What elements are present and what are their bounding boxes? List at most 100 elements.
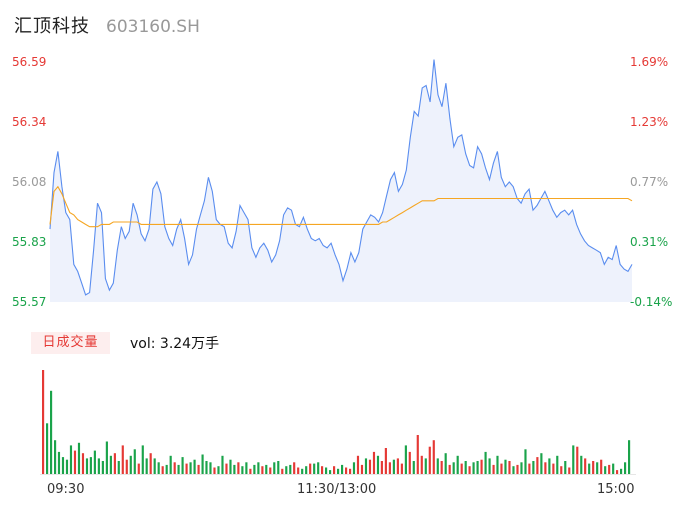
volume-bar [616, 470, 619, 474]
volume-bar [484, 451, 487, 474]
volume-bar [384, 448, 387, 474]
volume-bar [293, 462, 296, 474]
price-line [49, 59, 633, 296]
volume-bar [580, 455, 583, 474]
volume-bar [321, 466, 324, 474]
volume-bar [105, 441, 108, 474]
volume-bar [129, 455, 132, 474]
volume-bar [472, 462, 475, 474]
price-tick: 56.08 [12, 175, 47, 189]
volume-bar [372, 451, 376, 474]
volume-bar [368, 459, 372, 474]
price-area [50, 59, 632, 302]
volume-bar [584, 458, 587, 474]
volume-bar [612, 463, 615, 474]
volume-bar [592, 461, 595, 474]
volume-value: vol: 3.24万手 [130, 336, 220, 352]
volume-bar [329, 470, 332, 474]
volume-bar [376, 455, 380, 474]
volume-bar [297, 467, 300, 474]
volume-bar [249, 468, 252, 474]
volume-bar [345, 467, 348, 474]
volume-bar [69, 445, 73, 474]
price-tick: 55.83 [12, 235, 47, 249]
volume-bar [572, 445, 575, 474]
pct-tick: 1.69% [630, 55, 669, 69]
volume-bar [85, 458, 89, 474]
volume-bar [281, 468, 284, 474]
pct-tick: -0.14% [630, 295, 673, 309]
volume-bar [520, 462, 523, 474]
volume-bar [125, 459, 128, 474]
volume-bar [217, 466, 220, 474]
volume-bar [508, 461, 511, 474]
volume-bar [277, 461, 280, 474]
pct-tick: 1.23% [630, 115, 669, 129]
volume-bar [157, 462, 160, 474]
x-tick: 15:00 [597, 482, 635, 497]
volume-bar [512, 466, 515, 474]
price-tick: 56.34 [12, 115, 47, 129]
volume-bar [221, 455, 224, 474]
pct-tick: 0.77% [630, 175, 669, 189]
volume-bar [285, 466, 288, 474]
volume-bar [101, 461, 104, 474]
volume-bar [576, 446, 579, 474]
price-layer [49, 59, 633, 302]
volume-bar [201, 454, 204, 474]
volume-bar [432, 440, 435, 474]
stock-name: 汇顶科技 [14, 16, 90, 37]
volume-bar [241, 466, 244, 474]
volume-bar [516, 464, 519, 474]
x-tick: 09:30 [47, 482, 85, 497]
volume-bar [424, 458, 427, 474]
volume-bar [460, 463, 463, 474]
volume-bar [404, 445, 407, 474]
volume-bar [317, 462, 320, 474]
volume-bar [552, 463, 555, 474]
volume-bar [313, 463, 316, 474]
volume-bar [504, 459, 507, 474]
volume-bar [333, 466, 336, 474]
volume-bar [492, 464, 495, 474]
volume-tag: 日成交量 [31, 332, 110, 354]
volume-bar [97, 458, 100, 474]
volume-bar [392, 459, 395, 474]
volume-bar [400, 463, 403, 474]
volume-bar [524, 449, 527, 474]
volume-bar [620, 468, 623, 474]
volume-bar [468, 466, 471, 474]
volume-bar [189, 462, 192, 474]
volume-bar [456, 455, 459, 474]
volume-bar [420, 455, 423, 474]
volume-bar [145, 458, 148, 474]
volume-bar [352, 462, 356, 474]
volume-bar [448, 464, 451, 474]
volume-bar [564, 461, 567, 474]
volume-bar [544, 462, 547, 474]
volume-bar [245, 462, 248, 474]
volume-bar [532, 461, 535, 474]
volume-bar [93, 450, 96, 474]
volume-bar [137, 463, 140, 474]
volume-bar [121, 445, 124, 474]
volume-bar [349, 468, 352, 474]
volume-bar [388, 462, 391, 474]
volume-bar [81, 453, 85, 474]
volume-bar [560, 466, 563, 474]
volume-bar [480, 459, 483, 474]
volume-bar [301, 468, 304, 474]
volume-bar [233, 464, 236, 474]
volume-bar [46, 423, 49, 474]
volume-bar [177, 464, 180, 474]
x-tick: 11:30/13:00 [297, 482, 377, 497]
volume-bar [608, 464, 611, 474]
volume-bar [169, 455, 172, 474]
volume-bar [568, 467, 571, 474]
volume-bar [229, 459, 232, 474]
volume-bar [173, 462, 176, 474]
volume-bar [364, 458, 368, 474]
volume-bar [496, 455, 499, 474]
volume-bar [205, 461, 208, 474]
volume-bar [436, 458, 439, 474]
